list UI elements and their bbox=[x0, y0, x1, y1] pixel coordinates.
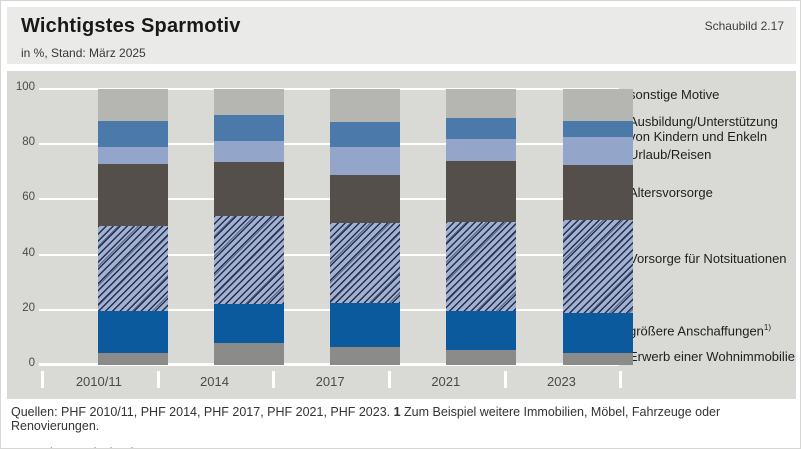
x-axis-tick bbox=[272, 371, 276, 388]
bar-segment bbox=[446, 138, 516, 161]
legend-item: Erwerb einer Wohnimmobilie bbox=[629, 349, 795, 364]
x-axis-label-2010/11: 2010/11 bbox=[75, 374, 122, 389]
legend: sonstige Motive Ausbildung/Unterstützung … bbox=[629, 71, 800, 399]
bar-segment bbox=[330, 222, 400, 303]
bar-segment bbox=[214, 162, 284, 216]
bar-segment bbox=[563, 89, 633, 121]
legend-item: größere Anschaffungen1) bbox=[629, 323, 772, 339]
bar-segment bbox=[563, 120, 633, 138]
gridline-40 bbox=[39, 253, 619, 256]
bar-segment bbox=[563, 164, 633, 221]
legend-footnote-marker: 1) bbox=[763, 323, 772, 332]
gridline-0 bbox=[39, 363, 619, 366]
bar-segment bbox=[98, 147, 168, 164]
bar-segment bbox=[330, 146, 400, 175]
gridline-100 bbox=[39, 88, 619, 90]
bar-segment bbox=[214, 215, 284, 305]
sources-note: Quellen: PHF 2010/11, PHF 2014, PHF 2017… bbox=[11, 405, 796, 433]
legend-item: Urlaub/Reisen bbox=[629, 147, 712, 162]
sources-text: Quellen: PHF 2010/11, PHF 2014, PHF 2017… bbox=[11, 405, 394, 419]
bar-segment bbox=[98, 352, 168, 365]
bar-segment bbox=[98, 163, 168, 226]
bar-segment bbox=[446, 221, 516, 312]
bar-2014 bbox=[214, 89, 284, 365]
bar-2017 bbox=[330, 89, 400, 365]
bar-segment bbox=[214, 141, 284, 163]
bar-segment bbox=[330, 302, 400, 348]
x-axis-label-2014: 2014 bbox=[200, 374, 229, 389]
y-axis-label: 60 bbox=[22, 191, 35, 204]
x-axis-tick bbox=[619, 371, 623, 388]
x-axis-tick bbox=[156, 371, 160, 388]
bar-segment bbox=[98, 89, 168, 121]
bar-segment bbox=[214, 89, 284, 116]
y-axis-label: 0 bbox=[28, 357, 35, 369]
x-axis-label-2023: 2023 bbox=[546, 374, 576, 389]
bar-segment bbox=[98, 311, 168, 353]
y-axis-label: 20 bbox=[22, 301, 35, 314]
bar-segment bbox=[98, 225, 168, 312]
y-axis-label: 100 bbox=[15, 81, 35, 93]
x-axis-tick bbox=[503, 371, 507, 388]
gridline-60 bbox=[39, 198, 619, 201]
bar-segment bbox=[330, 174, 400, 223]
bar-segment bbox=[446, 118, 516, 139]
x-axis-label-2017: 2017 bbox=[315, 374, 345, 389]
chart-footer: Quellen: PHF 2010/11, PHF 2014, PHF 2017… bbox=[11, 405, 796, 449]
bar-segment bbox=[330, 347, 400, 365]
bar-segment bbox=[446, 349, 516, 365]
legend-item: sonstige Motive bbox=[629, 87, 720, 102]
legend-item: Vorsorge für Notsituationen bbox=[629, 251, 787, 266]
chart-header: Wichtigstes Sparmotiv Schaubild 2.17 in … bbox=[7, 7, 796, 64]
y-axis-label: 40 bbox=[22, 246, 35, 259]
y-axis-label: 80 bbox=[22, 136, 35, 149]
bar-segment bbox=[446, 160, 516, 222]
stacked-bar-chart: 0 20 40 60 80 100 2010/11 2014 2017 2021 2023 son… bbox=[7, 71, 796, 399]
footnote-marker: 1 bbox=[393, 405, 401, 419]
page-title: Wichtigstes Sparmotiv bbox=[21, 15, 241, 37]
bar-2021 bbox=[446, 89, 516, 365]
footnote-text: Zum Beispiel weitere Immobilien, Möbel, … bbox=[11, 405, 721, 433]
bar-segment bbox=[563, 352, 633, 365]
bar-segment bbox=[330, 122, 400, 147]
gridline-20 bbox=[39, 308, 619, 311]
gridline-80 bbox=[39, 143, 619, 146]
bar-segment bbox=[214, 304, 284, 343]
bar-segment bbox=[214, 342, 284, 365]
bar-2010/11 bbox=[98, 89, 168, 365]
plot-area bbox=[39, 88, 633, 366]
legend-item: Ausbildung/Unterstützung von Kindern und… bbox=[629, 114, 778, 145]
bar-segment bbox=[330, 89, 400, 123]
bar-segment bbox=[214, 115, 284, 142]
bar-segment bbox=[98, 120, 168, 148]
bar-segment bbox=[563, 312, 633, 353]
publisher: Deutsche Bundesbank bbox=[11, 446, 796, 449]
chart-subtitle: in %, Stand: März 2025 bbox=[21, 46, 146, 60]
bar-segment bbox=[446, 311, 516, 350]
bar-segment bbox=[563, 137, 633, 165]
bar-segment bbox=[563, 220, 633, 313]
figure-number: Schaubild 2.17 bbox=[704, 19, 784, 33]
x-axis-label-2021: 2021 bbox=[431, 374, 461, 389]
legend-item: Altersvorsorge bbox=[629, 185, 713, 200]
bar-segment bbox=[446, 89, 516, 119]
x-axis-tick bbox=[387, 371, 391, 388]
x-axis-tick bbox=[41, 371, 44, 388]
bar-2023 bbox=[563, 89, 633, 365]
